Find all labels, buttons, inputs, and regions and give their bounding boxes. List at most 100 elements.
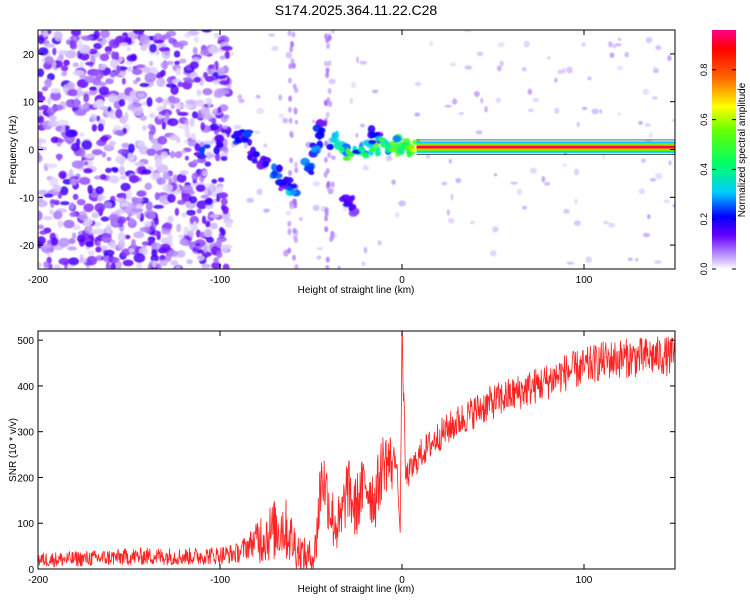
- heatmap-cell: [359, 60, 368, 65]
- heatmap-ridge-cell: [314, 131, 325, 140]
- heatmap-cell: [38, 142, 43, 147]
- heatmap-cell: [222, 263, 230, 269]
- heatmap-ridge-core: [234, 136, 242, 143]
- heatmap-cell: [174, 60, 180, 65]
- heatmap-cell: [292, 83, 297, 90]
- heatmap-cell: [48, 209, 55, 215]
- heatmap-cell: [156, 177, 166, 185]
- chart-title: S174.2025.364.11.22.C28: [275, 2, 438, 18]
- heatmap-cell: [109, 59, 119, 68]
- heatmap-cell: [289, 203, 294, 210]
- heatmap-cell: [97, 196, 103, 202]
- heatmap-cell: [178, 124, 189, 129]
- heatmap-cell: [330, 30, 335, 34]
- heatmap-ridge-cell: [396, 146, 406, 156]
- heatmap-cell: [155, 72, 164, 79]
- heatmap-cell: [458, 112, 465, 116]
- heatmap-cell: [288, 117, 293, 124]
- heatmap-cell: [327, 34, 332, 41]
- heatmap-ridge-cell: [300, 157, 310, 166]
- heatmap-cell: [169, 150, 176, 159]
- heatmap-cell: [79, 132, 85, 138]
- heatmap-cell: [38, 106, 45, 111]
- heatmap-cell: [209, 213, 220, 219]
- heatmap-cell: [493, 173, 498, 177]
- heatmap-cell: [76, 198, 86, 206]
- heatmap-cell: [158, 259, 168, 267]
- heatmap-cell: [523, 40, 530, 48]
- heatmap-cell: [337, 265, 341, 269]
- heatmap-cell: [98, 64, 106, 71]
- heatmap-cell: [38, 68, 45, 77]
- heatmap-cell: [94, 202, 106, 213]
- heatmap-ridge-cell: [214, 134, 225, 143]
- colorbar-tick-label: 0.2: [699, 213, 709, 226]
- heatmap-cell: [647, 214, 651, 220]
- heatmap-cell: [69, 39, 77, 49]
- heatmap-cell: [495, 97, 501, 104]
- heatmap-cell: [330, 181, 335, 188]
- heatmap-cell: [115, 155, 126, 164]
- colorbar-ticks: 0.0 0.2 0.4 0.6 0.8: [699, 64, 736, 275]
- heatmap-cell: [49, 115, 58, 121]
- heatmap-cell: [644, 123, 651, 127]
- heatmap-cell: [62, 84, 69, 94]
- heatmap-cell: [200, 194, 210, 199]
- heatmap-cell: [175, 136, 181, 144]
- heatmap-cell: [205, 197, 214, 206]
- heatmap-cell: [444, 104, 452, 108]
- heatmap-cell: [642, 232, 651, 238]
- heatmap-cell: [246, 197, 255, 203]
- heatmap-cell: [46, 107, 56, 116]
- heatmap-cell: [543, 181, 551, 186]
- heatmap-cell: [67, 88, 79, 97]
- heatmap-cell: [292, 227, 297, 234]
- heatmap-cell: [50, 237, 59, 247]
- heatmap-cell: [638, 188, 646, 195]
- heatmap-cell: [58, 257, 70, 266]
- heatmap-cell: [52, 184, 62, 192]
- heatmap-cell: [196, 254, 205, 261]
- heatmap-cell: [161, 200, 168, 206]
- heatmap-cell: [325, 111, 330, 118]
- heatmap-cell: [95, 246, 102, 253]
- heatmap-ridge-cell: [275, 164, 283, 173]
- heatmap-cell: [627, 257, 633, 261]
- heatmap-cell: [106, 156, 112, 162]
- heatmap-cell: [105, 262, 111, 269]
- heatmap-cell: [72, 70, 85, 77]
- heatmap-cell: [216, 250, 223, 259]
- heatmap-cell: [510, 181, 518, 185]
- heatmap-cell: [176, 249, 186, 258]
- heatmap-cell: [652, 66, 658, 71]
- heatmap-cell: [139, 34, 150, 45]
- heatmap-cell: [161, 33, 171, 40]
- heatmap-ridge-core: [289, 189, 297, 196]
- snr-ytick-label: 300: [17, 428, 34, 439]
- heatmap-cell: [184, 119, 189, 127]
- heatmap-cell: [178, 58, 187, 64]
- heatmap-cell: [205, 153, 217, 158]
- heatmap-cell: [142, 66, 151, 74]
- heatmap-cell: [38, 262, 42, 268]
- heatmap-cell: [107, 256, 120, 264]
- heatmap-cell: [87, 249, 96, 256]
- heatmap-cell: [68, 238, 76, 245]
- heatmap-cell: [652, 96, 658, 100]
- heatmap-cell: [212, 71, 219, 78]
- heatmap-cell: [175, 265, 181, 269]
- heatmap-cell: [201, 113, 212, 120]
- heatmap-cell: [196, 200, 208, 210]
- heatmap-cell: [53, 210, 63, 220]
- heatmap-ridge-core: [262, 160, 269, 167]
- heatmap-cell: [124, 111, 129, 122]
- heatmap-cell: [362, 164, 370, 171]
- heatmap-cell: [81, 139, 93, 150]
- heatmap-cell: [617, 37, 622, 42]
- heatmap-cell: [201, 170, 208, 177]
- spectrogram-ytick-label: -10: [20, 193, 35, 204]
- heatmap-cell: [174, 151, 183, 159]
- heatmap-cell: [91, 149, 103, 156]
- heatmap-cell: [221, 125, 228, 130]
- heatmap-cell: [119, 175, 127, 180]
